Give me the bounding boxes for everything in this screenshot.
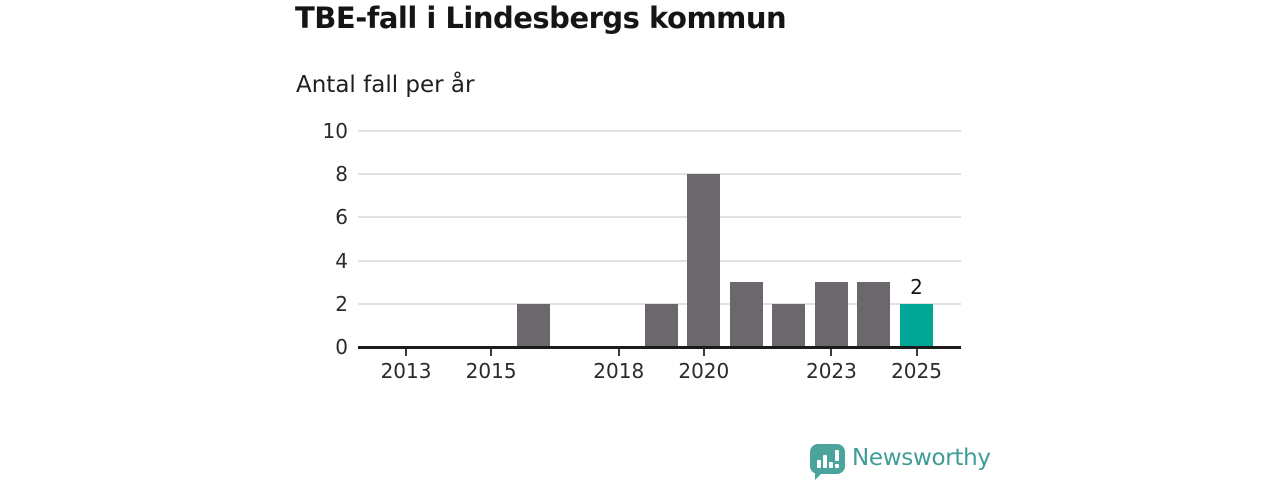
bar-2025 — [900, 303, 934, 347]
x-axis-tick — [915, 349, 918, 356]
bar-glyph — [823, 455, 827, 468]
x-tick-label: 2015 — [465, 359, 517, 383]
exclamation-icon — [835, 450, 839, 461]
x-tick-label: 2020 — [678, 359, 730, 383]
bar-2020 — [687, 174, 721, 347]
bar-glyph — [829, 462, 833, 468]
x-tick-label: 2013 — [380, 359, 432, 383]
gridline — [358, 130, 961, 132]
gridline — [358, 216, 961, 219]
bar-2023 — [814, 282, 848, 347]
bar-2019 — [644, 303, 678, 347]
x-tick-label: 2018 — [593, 359, 645, 383]
bar-2024 — [857, 282, 891, 347]
newsworthy-icon — [810, 444, 845, 480]
bar-glyph — [817, 460, 821, 468]
highlight-value-label: 2 — [910, 274, 923, 299]
brand-name: Newsworthy — [852, 445, 991, 471]
bar-2022 — [772, 303, 806, 347]
x-tick-label: 2023 — [805, 359, 857, 383]
bar-2016 — [517, 303, 551, 347]
plot-area — [358, 130, 961, 347]
x-axis-tick — [490, 349, 493, 356]
brand-logo: Newsworthy — [810, 443, 1010, 480]
x-tick-label: 2025 — [891, 359, 942, 383]
x-axis-line — [358, 346, 961, 349]
x-axis-tick — [617, 349, 620, 356]
gridline — [358, 173, 961, 176]
chart-title: TBE-fall i Lindesbergs kommun — [295, 1, 787, 35]
x-axis-tick — [830, 349, 833, 356]
y-tick-label: 2 — [335, 291, 348, 316]
bar-2021 — [729, 282, 763, 347]
chart-subtitle: Antal fall per år — [296, 72, 475, 98]
y-tick-label: 10 — [322, 119, 348, 143]
y-tick-label: 0 — [335, 335, 348, 359]
y-tick-label: 6 — [335, 205, 348, 230]
y-tick-label: 8 — [335, 162, 348, 187]
speech-bubble-icon — [810, 444, 845, 474]
y-tick-label: 4 — [335, 248, 348, 273]
x-axis-tick — [405, 349, 408, 356]
exclamation-dot-icon — [835, 464, 839, 468]
speech-bubble-tail — [815, 471, 824, 480]
gridline — [358, 259, 961, 262]
x-axis-tick — [702, 349, 705, 356]
